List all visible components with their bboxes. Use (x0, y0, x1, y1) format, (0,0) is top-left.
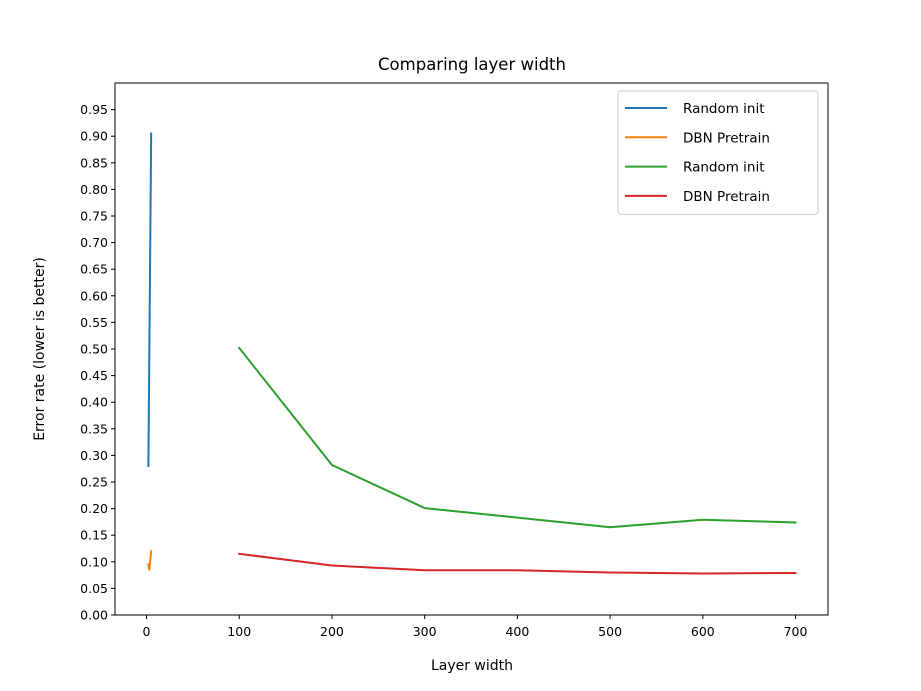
y-tick-label: 0.10 (80, 554, 108, 569)
y-tick-label: 0.40 (80, 395, 108, 410)
x-tick-label: 100 (227, 624, 251, 639)
y-tick-label: 0.30 (80, 448, 108, 463)
x-tick-label: 200 (320, 624, 344, 639)
series-line-1 (147, 550, 153, 571)
x-tick-label: 300 (413, 624, 437, 639)
legend: Random init DBN Pretrain Random init DBN Pr… (617, 90, 819, 215)
y-tick-label: 0.60 (80, 288, 108, 303)
series-layer (147, 132, 797, 575)
y-tick-label: 0.55 (80, 315, 108, 330)
y-tick-label: 0.80 (80, 182, 108, 197)
chart-title: Comparing layer width (378, 55, 566, 74)
y-axis: 0.00 0.05 0.10 0.15 0.20 0.25 0.30 0.35 0.40 0.45… (80, 102, 115, 623)
x-tick-label: 400 (505, 624, 529, 639)
x-tick-label: 0 (143, 624, 151, 639)
y-tick-label: 0.70 (80, 235, 108, 250)
y-tick-label: 0.90 (80, 129, 108, 144)
x-axis: 0 100 200 300 400 500 600 700 (143, 615, 808, 639)
x-tick-label: 700 (784, 624, 808, 639)
y-tick-label: 0.35 (80, 421, 108, 436)
y-tick-label: 0.05 (80, 581, 108, 596)
y-tick-label: 0.50 (80, 342, 108, 357)
y-axis-label: Error rate (lower is better) (32, 257, 48, 441)
series-line-0 (147, 132, 153, 468)
y-tick-label: 0.00 (80, 608, 108, 623)
legend-label-1: DBN Pretrain (683, 130, 770, 146)
x-axis-label: Layer width (431, 658, 513, 674)
y-tick-label: 0.25 (80, 475, 108, 490)
y-tick-label: 0.65 (80, 262, 108, 277)
series-line-3 (238, 552, 797, 575)
y-tick-label: 0.75 (80, 209, 108, 224)
y-tick-label: 0.15 (80, 528, 108, 543)
x-tick-label: 500 (598, 624, 622, 639)
legend-box (617, 90, 819, 215)
y-tick-label: 0.20 (80, 501, 108, 516)
legend-label-0: Random init (683, 101, 765, 117)
y-tick-label: 0.85 (80, 155, 108, 170)
series-line-2 (237, 346, 797, 529)
y-tick-label: 0.95 (80, 102, 108, 117)
x-tick-label: 600 (691, 624, 715, 639)
y-tick-label: 0.45 (80, 368, 108, 383)
legend-label-3: DBN Pretrain (683, 189, 770, 205)
legend-label-2: Random init (683, 160, 765, 176)
